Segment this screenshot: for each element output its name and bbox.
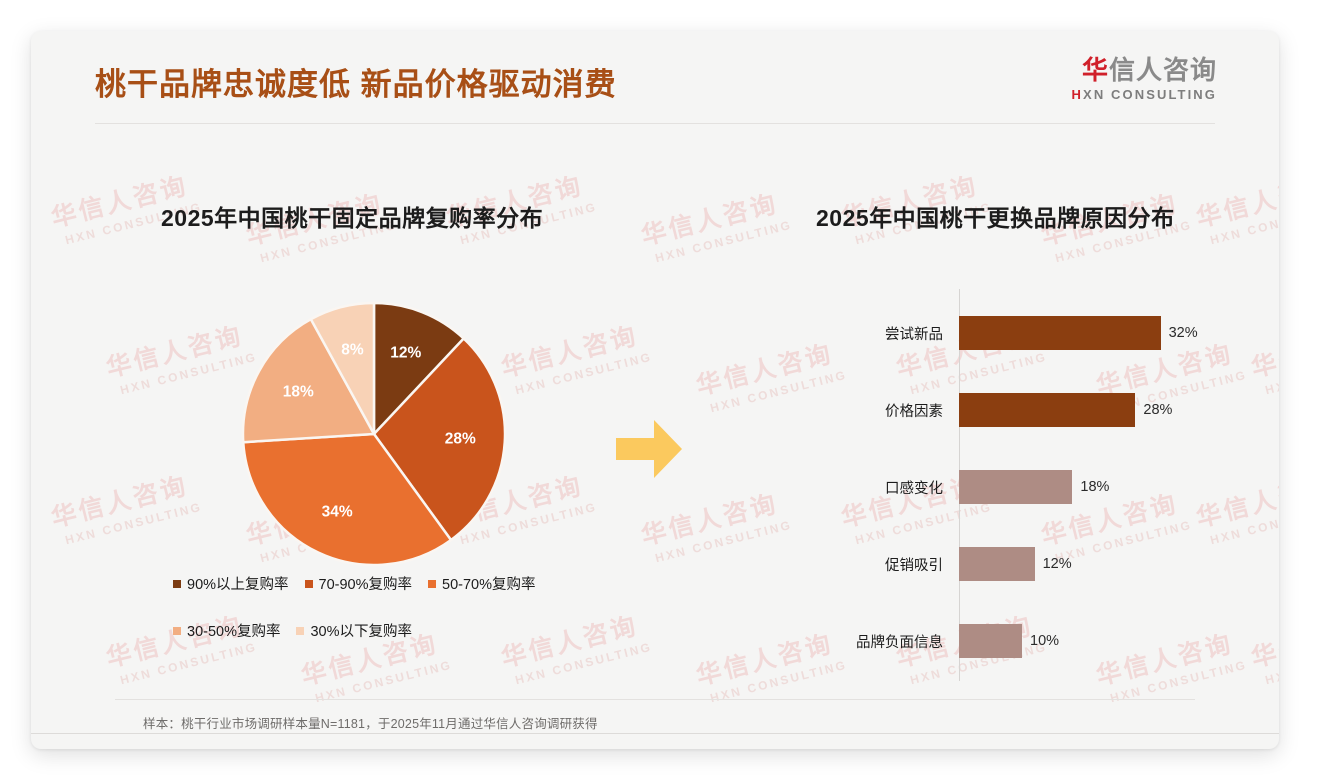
- bar-chart: 尝试新品 32% 价格因素 28% 口感变化 18% 促销吸引 12% 品牌负面信息 10%: [831, 289, 1251, 681]
- page-title: 桃干品牌忠诚度低 新品价格驱动消费: [95, 67, 617, 102]
- bar-fill[interactable]: [959, 393, 1136, 427]
- slide-footer: ©2026.1 HXR华信人咨询 www.hxrcon.com: [31, 734, 1279, 749]
- legend-item[interactable]: 70-90%复购率: [304, 573, 413, 594]
- source-footnote: 样本：桃干行业市场调研样本量N=1181，于2025年11月通过华信人咨询调研获…: [143, 717, 598, 731]
- bar-track: 10%: [959, 624, 1251, 658]
- legend-swatch-icon: [428, 579, 437, 588]
- bar-track: 28%: [959, 393, 1251, 427]
- bar-category-label: 价格因素: [885, 403, 943, 420]
- legend-item[interactable]: 30%以下复购率: [296, 620, 412, 641]
- pie-slice-label: 34%: [322, 503, 353, 520]
- pie-slice[interactable]: [241, 317, 377, 444]
- slide-header: 桃干品牌忠诚度低 新品价格驱动消费 华信人咨询 HXN CONSULTING: [31, 31, 1279, 124]
- bar-chart-row: 尝试新品 32%: [831, 316, 1251, 350]
- bar-value-label: 28%: [1143, 402, 1173, 418]
- pie-chart-legend: 90%以上复购率 70-90%复购率 50-70%复购率 30-50%复购率 30%以下…: [173, 573, 603, 641]
- bar-chart-row: 价格因素 28%: [831, 393, 1251, 427]
- logo-en-rest: XN CONSULTING: [1083, 87, 1217, 103]
- bar-fill[interactable]: [959, 316, 1161, 350]
- bar-fill[interactable]: [959, 470, 1073, 504]
- bar-category-label: 品牌负面信息: [856, 634, 943, 651]
- pie-slice-label: 18%: [283, 383, 314, 400]
- legend-swatch-icon: [304, 579, 313, 588]
- bar-category-label: 促销吸引: [885, 557, 943, 574]
- logo-chinese-text: 华信人咨询: [1072, 55, 1217, 85]
- pie-chart-svg: 12% 28% 34% 18% 8%: [241, 301, 507, 567]
- bar-fill[interactable]: [959, 547, 1035, 581]
- logo-h-char: H: [1071, 87, 1084, 103]
- pie-chart-title: 2025年中国桃干固定品牌复购率分布: [161, 205, 544, 231]
- bar-value-label: 12%: [1042, 556, 1072, 572]
- legend-item[interactable]: 30-50%复购率: [173, 620, 280, 641]
- pie-slice[interactable]: [372, 301, 466, 438]
- legend-item-label: 50-70%复购率: [442, 577, 536, 593]
- bar-chart-row: 品牌负面信息 10%: [831, 624, 1251, 658]
- legend-item[interactable]: 90%以上复购率: [173, 573, 289, 594]
- bar-category-label: 尝试新品: [885, 326, 943, 343]
- bar-track: 18%: [959, 470, 1251, 504]
- pie-slice-label: 8%: [341, 341, 364, 358]
- logo-hua-char: 华: [1081, 55, 1109, 85]
- legend-item[interactable]: 50-70%复购率: [428, 573, 536, 594]
- logo-english-text: HXN CONSULTING: [1072, 87, 1217, 102]
- right-arrow-icon: [616, 420, 682, 478]
- bar-category-label: 口感变化: [885, 480, 943, 497]
- legend-item-label: 90%以上复购率: [187, 577, 289, 593]
- company-logo: 华信人咨询 HXN CONSULTING: [1072, 55, 1217, 102]
- legend-swatch-icon: [296, 626, 305, 635]
- legend-swatch-icon: [173, 579, 181, 588]
- bar-track: 32%: [959, 316, 1251, 350]
- legend-item-label: 30-50%复购率: [187, 624, 281, 640]
- legend-item-label: 70-90%复购率: [318, 577, 413, 593]
- pie-slice-label: 12%: [390, 345, 421, 362]
- bar-value-label: 18%: [1080, 479, 1110, 495]
- bar-fill[interactable]: [959, 624, 1022, 658]
- bar-track: 12%: [959, 547, 1251, 581]
- legend-item-label: 30%以下复购率: [310, 624, 413, 640]
- bar-chart-row: 口感变化 18%: [831, 470, 1251, 504]
- footnote-divider: [115, 699, 1195, 700]
- pie-slice-label: 28%: [445, 431, 476, 448]
- footer-divider: [31, 733, 1279, 734]
- bar-value-label: 10%: [1030, 633, 1060, 649]
- pie-slice[interactable]: [309, 301, 376, 435]
- slide-card: 华信人咨询 HXN CONSULTING 华信人咨询 HXN CONSULTING 华信…: [31, 31, 1279, 749]
- pie-slice[interactable]: [372, 336, 507, 542]
- logo-cn-rest: 信人咨询: [1108, 55, 1217, 85]
- pie-chart: 12% 28% 34% 18% 8%: [240, 300, 508, 568]
- legend-swatch-icon: [173, 626, 181, 635]
- pie-slice[interactable]: [241, 432, 453, 567]
- header-divider: [95, 123, 1215, 124]
- bar-chart-row: 促销吸引 12%: [831, 547, 1251, 581]
- bar-value-label: 32%: [1168, 325, 1198, 341]
- bar-chart-title: 2025年中国桃干更换品牌原因分布: [816, 205, 1175, 231]
